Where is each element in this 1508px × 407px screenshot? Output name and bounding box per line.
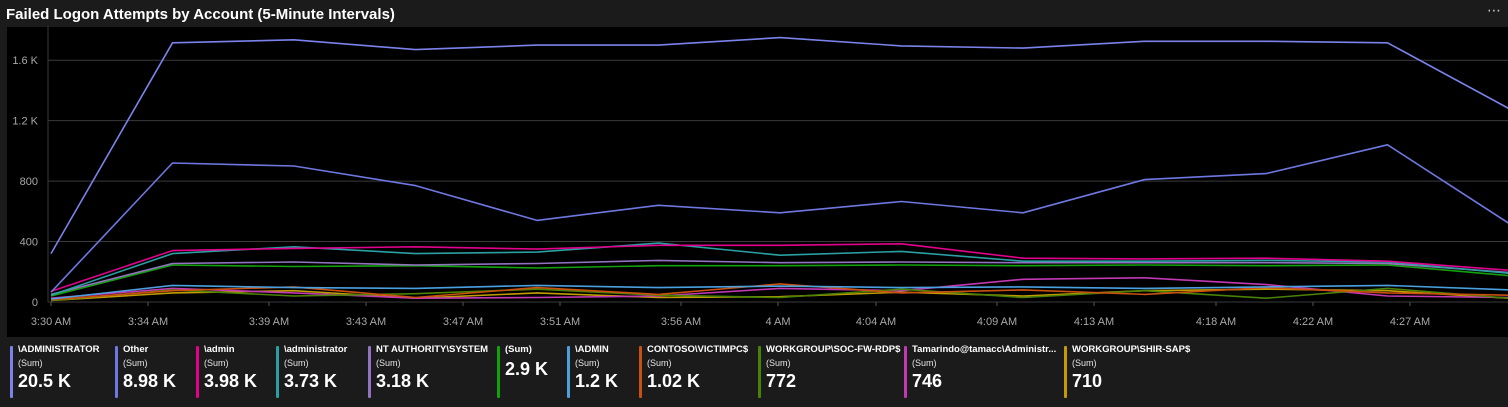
y-tick-label: 1.2 K: [12, 116, 38, 128]
legend-aggregation: (Sum): [575, 358, 600, 368]
series-line: [50, 242, 1508, 296]
legend-item[interactable]: Tamarindo@tamacc\Administr... (Sum) 746: [904, 343, 1057, 399]
legend-aggregation: (Sum): [376, 358, 401, 368]
legend-aggregation: (Sum): [912, 358, 937, 368]
legend-total-value: 3.98 K: [204, 371, 258, 391]
y-tick-label: 0: [32, 297, 38, 309]
legend-aggregation: (Sum): [204, 358, 229, 368]
line-chart: 0 400 800 1.2 K 1.6 K 3:30 AM 3:34 AM 3:39 AM 3:…: [12, 26, 1508, 328]
legend-aggregation: (Sum): [766, 358, 791, 368]
x-tick-label: 3:39 AM: [249, 316, 289, 328]
x-tick-label: 3:30 AM: [31, 316, 71, 328]
x-tick-label: 4:04 AM: [856, 316, 896, 328]
legend-total-value: 746: [912, 371, 943, 391]
series-line: [50, 284, 1508, 300]
legend-aggregation: (Sum): [1072, 358, 1097, 368]
legend-color-swatch: [115, 346, 118, 398]
legend-series-name: \ADMINISTRATOR: [18, 344, 100, 355]
more-horizontal-icon[interactable]: ⋯: [1487, 2, 1502, 18]
legend-color-swatch: [497, 346, 500, 398]
legend-series-name: \administrator: [284, 344, 348, 355]
legend-series-name: Tamarindo@tamacc\Administr...: [912, 344, 1057, 355]
legend-aggregation: (Sum): [18, 358, 43, 368]
legend-series-name: CONTOSO\VICTIMPC$: [647, 344, 749, 355]
legend-series-name: Other: [123, 344, 149, 355]
legend-aggregation: (Sum): [284, 358, 309, 368]
legend-total-value: 1.02 K: [647, 371, 701, 391]
legend-item[interactable]: \ADMIN (Sum) 1.2 K: [567, 343, 625, 399]
series-line: [50, 36, 1508, 254]
legend-item[interactable]: CONTOSO\VICTIMPC$ (Sum) 1.02 K: [639, 343, 749, 399]
legend-total-value: 8.98 K: [123, 371, 177, 391]
x-tick-label: 3:47 AM: [443, 316, 483, 328]
legend-color-swatch: [639, 346, 642, 398]
x-tick-label: 4:18 AM: [1196, 316, 1236, 328]
legend-color-swatch: [368, 346, 371, 398]
legend-item[interactable]: \admin (Sum) 3.98 K: [196, 343, 262, 399]
legend-item[interactable]: NT AUTHORITY\SYSTEM (Sum) 3.18 K: [368, 343, 489, 399]
legend-color-swatch: [567, 346, 570, 398]
x-tick-label: 3:51 AM: [540, 316, 580, 328]
legend-series-name: WORKGROUP\SHIR-SAP$: [1072, 344, 1191, 355]
chart-legend: \ADMINISTRATOR (Sum) 20.5 K Other (Sum) 8.98 …: [10, 343, 1191, 401]
x-tick-label: 4:27 AM: [1390, 316, 1430, 328]
legend-total-value: 3.73 K: [284, 371, 338, 391]
x-tick-label: 3:34 AM: [128, 316, 168, 328]
legend-color-swatch: [758, 346, 761, 398]
x-tick-label: 3:56 AM: [661, 316, 701, 328]
legend-color-swatch: [1064, 346, 1067, 398]
legend-series-name: (Sum): [505, 344, 532, 355]
legend-item[interactable]: \administrator (Sum) 3.73 K: [276, 343, 354, 399]
x-tick-label: 4 AM: [765, 316, 790, 328]
x-tick-label: 4:09 AM: [977, 316, 1017, 328]
legend-color-swatch: [904, 346, 907, 398]
legend-series-name: NT AUTHORITY\SYSTEM: [376, 344, 489, 355]
y-tick-label: 1.6 K: [12, 55, 38, 67]
legend-color-swatch: [10, 346, 13, 398]
legend-total-value: 20.5 K: [18, 371, 72, 391]
series-line: [50, 276, 1508, 300]
legend-total-value: 710: [1072, 371, 1103, 391]
legend-item[interactable]: (Sum) 2.9 K: [497, 343, 553, 399]
legend-total-value: 3.18 K: [376, 371, 430, 391]
y-tick-label: 800: [20, 176, 38, 188]
legend-color-swatch: [196, 346, 199, 398]
legend-series-name: WORKGROUP\SOC-FW-RDP$: [766, 344, 901, 355]
legend-series-name: \admin: [204, 344, 235, 355]
legend-series-name: \ADMIN: [575, 344, 609, 355]
series-line: [50, 144, 1508, 293]
legend-item[interactable]: WORKGROUP\SOC-FW-RDP$ (Sum) 772: [758, 343, 901, 399]
x-tick-label: 4:22 AM: [1293, 316, 1333, 328]
x-tick-label: 3:43 AM: [346, 316, 386, 328]
series-line: [50, 243, 1508, 293]
panel-title: Failed Logon Attempts by Account (5-Minu…: [6, 6, 395, 23]
series-line: [50, 264, 1508, 297]
legend-color-swatch: [276, 346, 279, 398]
legend-item[interactable]: \ADMINISTRATOR (Sum) 20.5 K: [10, 343, 101, 399]
series-line: [50, 259, 1508, 296]
legend-total-value: 772: [766, 371, 797, 391]
legend-total-value: 2.9 K: [505, 359, 549, 379]
x-tick-label: 4:13 AM: [1074, 316, 1114, 328]
legend-item[interactable]: WORKGROUP\SHIR-SAP$ (Sum) 710: [1064, 343, 1191, 399]
y-tick-label: 400: [20, 237, 38, 249]
legend-aggregation: (Sum): [123, 358, 148, 368]
series-line: [50, 287, 1508, 302]
legend-item[interactable]: Other (Sum) 8.98 K: [115, 343, 182, 399]
legend-total-value: 1.2 K: [575, 371, 619, 391]
legend-aggregation: (Sum): [647, 358, 672, 368]
